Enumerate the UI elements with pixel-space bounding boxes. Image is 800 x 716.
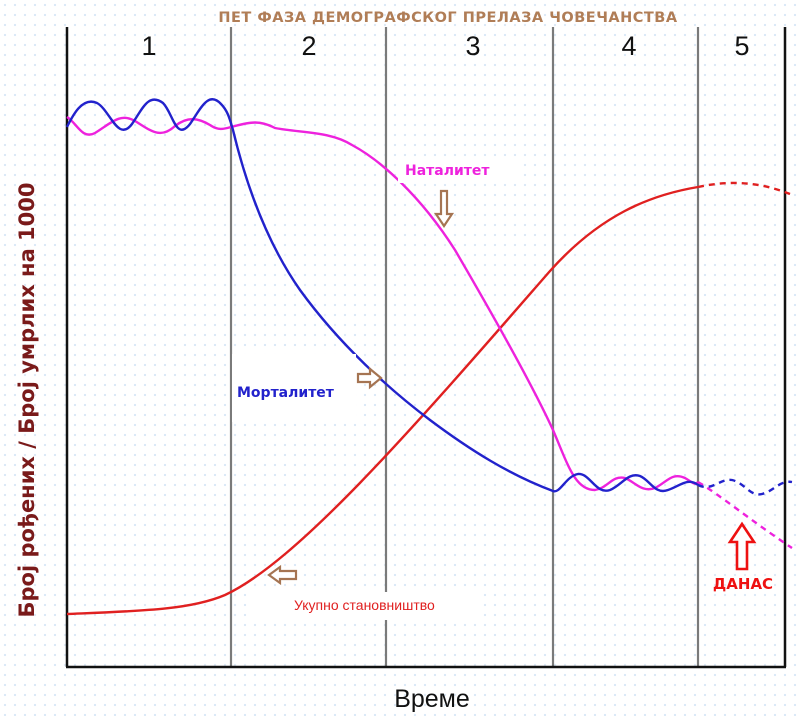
natality-label-background (398, 157, 520, 183)
natality-pointer-arrow (433, 189, 455, 228)
mortality-curve (65, 98, 699, 493)
stage-number: 3 (465, 31, 480, 61)
y-axis-label: Број рођених / Број умрлих на 1000 (15, 183, 39, 618)
stage-numbers: 1 2 3 4 5 (141, 31, 749, 61)
chart-frame (65, 27, 787, 669)
x-axis-label: Време (394, 685, 470, 713)
today-marker: ДАНАС (713, 521, 773, 593)
natality-curve-projected (697, 480, 793, 549)
stage-dividers (229, 27, 700, 667)
population-label-background (252, 592, 478, 620)
population-label: Укупно становништво (294, 597, 435, 613)
stage-number: 5 (734, 31, 749, 61)
mortality-label: Морталитет (237, 385, 335, 401)
diagram-title: ПЕТ ФАЗА ДЕМОГРАФСКОГ ПРЕЛАЗА ЧОВЕЧАНСТВ… (218, 10, 677, 26)
today-arrow-icon (727, 521, 757, 571)
mortality-label-background (232, 354, 356, 422)
natality-curve (66, 115, 699, 492)
population-pointer-arrow (267, 564, 298, 586)
natality-label: Наталитет (405, 163, 490, 179)
population-curve-projected (697, 181, 791, 196)
stage-number: 4 (621, 31, 636, 61)
today-label: ДАНАС (713, 575, 773, 593)
mortality-pointer-arrow (356, 366, 383, 390)
stage-number: 2 (301, 31, 316, 61)
stage-number: 1 (141, 31, 156, 61)
mortality-curve-projected (697, 478, 793, 496)
population-curve (66, 185, 699, 616)
